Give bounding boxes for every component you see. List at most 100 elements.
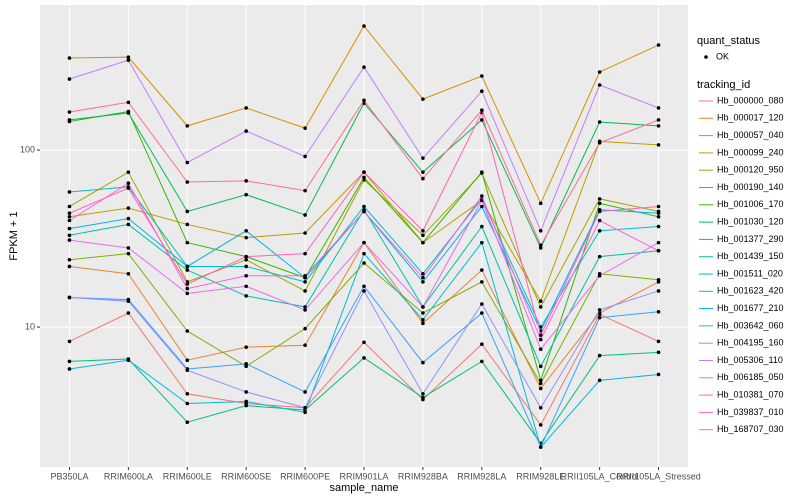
data-point xyxy=(185,358,190,362)
data-point xyxy=(67,110,72,114)
data-point xyxy=(185,222,190,227)
data-point xyxy=(303,280,307,284)
data-point xyxy=(538,423,543,427)
data-point xyxy=(185,264,190,269)
data-point xyxy=(656,143,661,147)
data-point xyxy=(421,233,425,238)
data-point xyxy=(597,209,602,214)
data-point xyxy=(303,305,307,309)
data-point xyxy=(67,238,72,242)
data-point xyxy=(656,118,661,122)
data-point xyxy=(597,308,602,312)
data-point xyxy=(244,284,248,289)
data-point xyxy=(244,235,248,240)
legend-label: Hb_000099_240 xyxy=(717,147,784,157)
data-point xyxy=(597,120,602,124)
legend-label: Hb_003642_060 xyxy=(717,320,784,330)
data-point xyxy=(421,170,425,174)
data-point xyxy=(67,233,72,238)
data-point xyxy=(126,170,131,174)
data-point xyxy=(126,299,131,304)
data-point xyxy=(538,347,543,351)
data-point xyxy=(303,289,307,293)
data-point xyxy=(126,311,131,315)
data-point xyxy=(538,228,543,233)
legend-label: Hb_010381_070 xyxy=(717,389,784,399)
data-point xyxy=(126,181,131,185)
data-point xyxy=(656,248,661,253)
data-point xyxy=(303,410,307,415)
data-point xyxy=(597,197,602,201)
data-point xyxy=(185,124,190,128)
data-point xyxy=(126,111,131,115)
data-point xyxy=(480,268,484,272)
x-tick-label: RRIM600PE xyxy=(280,471,330,481)
data-point xyxy=(67,77,72,81)
legend-label: Hb_005306_110 xyxy=(717,355,783,365)
data-point xyxy=(538,337,543,342)
data-point xyxy=(538,333,543,337)
data-point xyxy=(185,329,190,333)
data-point xyxy=(362,356,366,360)
data-point xyxy=(67,218,72,223)
data-point xyxy=(421,360,425,365)
data-point xyxy=(185,160,190,165)
data-point xyxy=(185,180,190,184)
data-point xyxy=(656,277,661,282)
data-point xyxy=(656,309,661,314)
data-point xyxy=(656,240,661,245)
legend-label: Hb_001377_290 xyxy=(717,234,784,244)
data-point xyxy=(362,175,366,180)
data-point xyxy=(597,353,602,358)
legend-label: Hb_000120_950 xyxy=(717,165,784,175)
data-point xyxy=(185,368,190,373)
data-point xyxy=(362,204,366,209)
legend-label: Hb_039837_010 xyxy=(717,407,784,417)
x-tick-label: RRIM600SE xyxy=(221,471,271,481)
data-point xyxy=(421,275,425,280)
data-point xyxy=(67,339,72,344)
data-point xyxy=(244,129,248,133)
data-point xyxy=(244,345,248,349)
data-point xyxy=(67,264,72,269)
shape-legend-title: quant_status xyxy=(697,35,760,47)
data-point xyxy=(244,106,248,110)
data-point xyxy=(303,390,307,394)
shape-legend-label: OK xyxy=(716,51,729,61)
data-point xyxy=(244,264,248,269)
data-point xyxy=(597,140,602,145)
data-point xyxy=(538,243,543,248)
data-point xyxy=(126,100,131,105)
legend-label: Hb_168707_030 xyxy=(717,424,784,434)
data-point xyxy=(244,399,248,404)
data-point xyxy=(421,271,425,276)
data-point xyxy=(421,317,425,322)
data-point xyxy=(185,286,190,291)
data-point xyxy=(126,58,131,62)
data-point xyxy=(67,257,72,262)
data-point xyxy=(303,326,307,331)
data-point xyxy=(244,390,248,394)
x-tick-label: RRIM600LA xyxy=(104,471,153,481)
data-point xyxy=(421,228,425,233)
data-point xyxy=(656,204,661,209)
data-point xyxy=(244,364,248,369)
data-point xyxy=(362,209,366,214)
data-point xyxy=(538,378,543,383)
legend-label: Hb_001006_170 xyxy=(717,199,784,209)
legend-label: Hb_001030_120 xyxy=(717,216,784,226)
data-point xyxy=(303,126,307,130)
data-point xyxy=(126,251,131,256)
x-tick-label: PB350LA xyxy=(50,471,88,481)
data-point xyxy=(421,391,425,396)
legend-label: Hb_001511_020 xyxy=(717,268,783,278)
legend-label: Hb_001623_420 xyxy=(717,286,784,296)
data-point xyxy=(362,24,366,28)
data-point xyxy=(67,226,72,231)
data-point xyxy=(421,305,425,309)
data-point xyxy=(656,214,661,219)
data-point xyxy=(480,89,484,94)
data-point xyxy=(67,204,72,209)
data-point xyxy=(185,282,190,286)
data-point xyxy=(185,268,190,272)
